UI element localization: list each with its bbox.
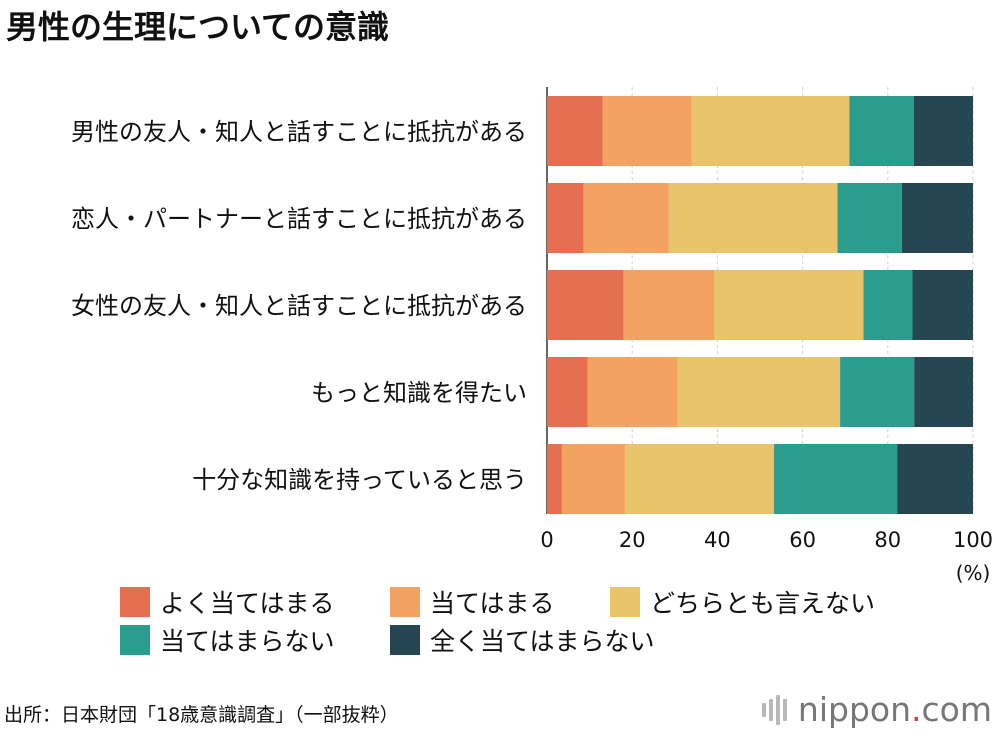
bar-segment xyxy=(912,270,973,340)
legend-swatch xyxy=(610,587,640,617)
legend-swatch xyxy=(390,625,420,655)
bar-segment xyxy=(913,96,973,166)
bar-segment xyxy=(774,444,898,514)
chart-title: 男性の生理についての意識 xyxy=(6,8,390,46)
legend-item: 当てはまらない xyxy=(120,623,335,657)
bar-segment xyxy=(587,357,678,427)
nippon-logo: nippon. com xyxy=(761,690,992,729)
bar-segment xyxy=(547,270,624,340)
bar-segment xyxy=(714,270,864,340)
bar-segment xyxy=(583,183,669,253)
legend-label: 当てはまる xyxy=(430,589,555,618)
legend-item: どちらとも言えない xyxy=(610,585,875,619)
bar-segment xyxy=(624,444,775,514)
source-note: 出所：日本財団「18歳意識調査」（一部抜粋） xyxy=(4,704,399,726)
bar-segment xyxy=(863,270,913,340)
category-label: 男性の友人・知人と話すことに抵抗がある xyxy=(71,118,527,146)
legend-swatch xyxy=(120,587,150,617)
x-tick-label: 40 xyxy=(704,528,731,552)
bar-segment xyxy=(897,444,973,514)
stacked-bar-chart: 男性の友人・知人と話すことに抵抗がある恋人・パートナーと話すことに抵抗がある女性… xyxy=(71,87,993,585)
bar-segment xyxy=(547,183,584,253)
bar-segment xyxy=(691,96,850,166)
category-label: 女性の友人・知人と話すことに抵抗がある xyxy=(71,292,527,320)
bar-segment xyxy=(668,183,838,253)
bar-segment xyxy=(849,96,914,166)
brand-suffix: com xyxy=(921,690,992,729)
bar-segment xyxy=(901,183,973,253)
x-tick-label: 80 xyxy=(874,528,901,552)
bar-segment xyxy=(547,96,603,166)
x-tick-label: 20 xyxy=(619,528,646,552)
x-tick-label: 0 xyxy=(540,528,553,552)
bar-segment xyxy=(623,270,715,340)
legend-item: 当てはまる xyxy=(390,585,555,619)
bars xyxy=(547,96,973,514)
legend-label: どちらとも言えない xyxy=(650,589,876,618)
logo-bars-icon xyxy=(761,694,790,725)
bar-segment xyxy=(547,357,588,427)
bar-segment xyxy=(561,444,625,514)
x-tick-label: 100 xyxy=(953,528,993,552)
category-label: もっと知識を得たい xyxy=(311,379,527,407)
x-axis-ticks: 0 20 40 60 80 100 (%) xyxy=(540,528,993,585)
legend-swatch xyxy=(390,587,420,617)
bar-segment xyxy=(914,357,973,427)
x-unit-label: (%) xyxy=(956,561,991,585)
legend-swatch xyxy=(120,625,150,655)
legend-label: 全く当てはまらない xyxy=(430,627,655,656)
category-label: 恋人・パートナーと話すことに抵抗がある xyxy=(71,205,527,233)
legend-item: 全く当てはまらない xyxy=(390,623,655,657)
legend-label: 当てはまらない xyxy=(160,627,335,656)
brand-dot: . xyxy=(911,690,922,729)
bar-segment xyxy=(602,96,692,166)
legend-label: よく当てはまる xyxy=(160,589,335,618)
category-label: 十分な知識を持っていると思う xyxy=(192,466,527,494)
bar-segment xyxy=(837,183,902,253)
category-labels: 男性の友人・知人と話すことに抵抗がある恋人・パートナーと話すことに抵抗がある女性… xyxy=(71,118,527,494)
bar-segment xyxy=(840,357,915,427)
legend-item: よく当てはまる xyxy=(120,585,335,619)
bar-segment xyxy=(547,444,562,514)
x-tick-label: 60 xyxy=(789,528,816,552)
brand-name: nippon xyxy=(797,690,912,729)
bar-segment xyxy=(677,357,841,427)
